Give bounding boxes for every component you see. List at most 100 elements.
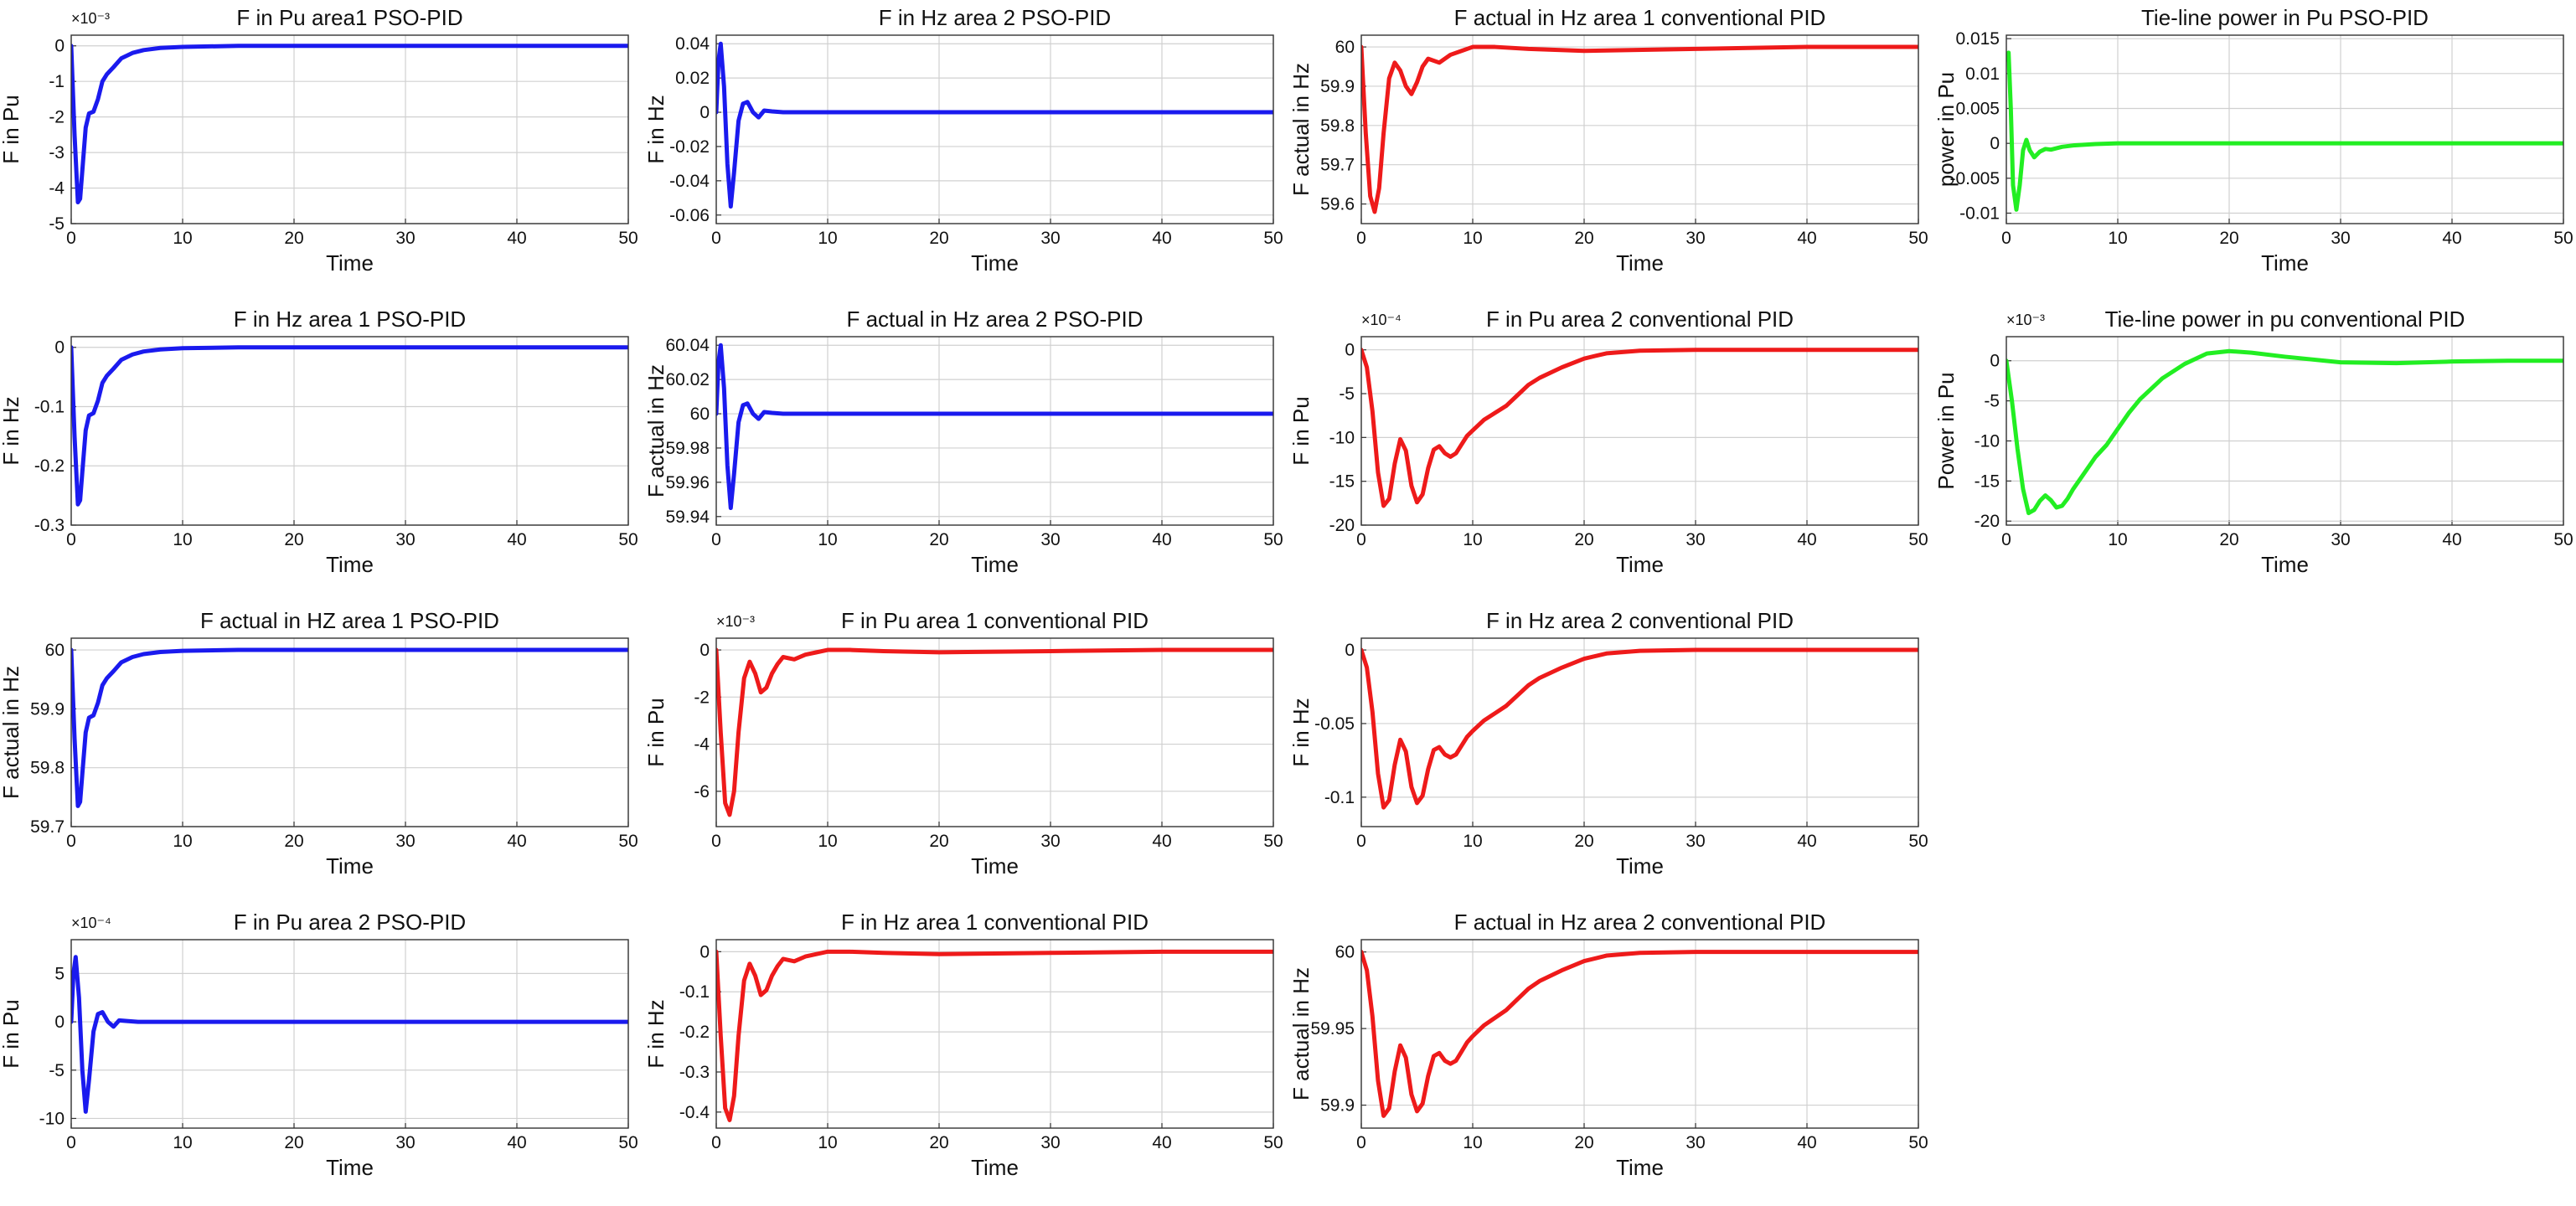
plot-area	[716, 940, 1273, 1128]
y-axis-label: F in Pu	[643, 698, 669, 766]
series-line	[1361, 647, 1918, 810]
axes-box	[1360, 34, 1919, 224]
x-tick-label: 20	[929, 229, 948, 248]
subplot-p13: 0 10 20 30 40 50 0 -5 -10 -15 -20 Tie-line power in…	[1933, 302, 2576, 603]
x-axis-label: Time	[971, 1155, 1019, 1180]
series-line	[1361, 950, 1918, 1118]
y-tick-label: 59.8	[1320, 116, 1355, 136]
x-tick-label: 40	[507, 530, 526, 549]
subplot-p31: 0 10 20 30 40 50 0 -0.1 -0.2 -0.3 -0.4 F in Hz area…	[643, 904, 1290, 1206]
y-axis-label: F actual in Hz	[1288, 967, 1314, 1100]
y-axis-label: F in Pu	[0, 95, 23, 163]
axes-box	[70, 336, 629, 526]
x-tick-label: 50	[618, 1133, 638, 1152]
x-tick-label: 30	[395, 530, 415, 549]
x-tick-label: 50	[1263, 229, 1283, 248]
y-exponent-label: ×10⁻⁴	[71, 915, 111, 931]
x-tick-label: 20	[1574, 1133, 1593, 1152]
axes-box	[1360, 939, 1919, 1129]
x-tick-label: 30	[1040, 1133, 1060, 1152]
chart-title: F actual in Hz area 1 conventional PID	[1454, 5, 1826, 30]
x-tick-label: 30	[1685, 1133, 1705, 1152]
y-tick-label: -4	[694, 735, 710, 755]
axes-box	[1360, 336, 1919, 526]
y-tick-label: 0.005	[1955, 100, 2000, 119]
subplot-p22: 0 10 20 30 40 50 0 -0.05 -0.1 F in Hz area 2 conv…	[1288, 603, 1935, 904]
series-line	[71, 955, 628, 1114]
x-axis-label: Time	[1616, 552, 1664, 577]
x-tick-label: 20	[1574, 530, 1593, 549]
chart-title: F in Pu area 2 PSO-PID	[234, 910, 466, 935]
axes-box	[1360, 637, 1919, 827]
y-tick-label: 59.9	[1320, 1096, 1355, 1116]
y-tick-label: 59.94	[665, 508, 710, 527]
y-tick-label: 0	[1345, 641, 1355, 660]
x-tick-label: 40	[1152, 229, 1171, 248]
y-tick-label: -0.05	[1314, 714, 1355, 734]
chart-title: Tie-line power in pu conventional PID	[2105, 307, 2465, 332]
y-tick-label: 59.98	[665, 439, 710, 458]
y-tick-label: 60	[1335, 38, 1355, 57]
y-axis-label: F actual in Hz	[1288, 63, 1314, 196]
x-tick-label: 0	[66, 530, 76, 549]
x-tick-label: 10	[818, 229, 837, 248]
chart-svg: 0 10 20 30 40 50 0 -5 -10 -15 -20 F in Pu area 2 co…	[1288, 307, 1928, 577]
y-tick-label: -4	[49, 179, 65, 198]
x-tick-label: 0	[2001, 530, 2011, 549]
y-tick-label: 0.02	[675, 69, 710, 88]
y-tick-label: -2	[49, 108, 65, 127]
y-tick-label: 0	[54, 338, 65, 358]
x-tick-label: 30	[1040, 530, 1060, 549]
y-tick-label: -20	[1975, 512, 2000, 531]
y-axis-label: F actual in Hz	[0, 666, 23, 799]
x-axis-label: Time	[326, 1155, 374, 1180]
x-tick-label: 10	[818, 530, 837, 549]
y-tick-label: 59.9	[1320, 77, 1355, 96]
y-tick-label: -15	[1329, 472, 1355, 492]
y-tick-label: -2	[694, 688, 710, 707]
plot-area	[1361, 638, 1918, 827]
plot-area	[2006, 35, 2563, 224]
x-tick-label: 20	[929, 530, 948, 549]
x-axis-label: Time	[1616, 853, 1664, 879]
y-tick-label: -0.4	[679, 1103, 710, 1122]
series-line	[2006, 348, 2563, 516]
subplot-p21: 0 10 20 30 40 50 0 -2 -4 -6 F in Pu area 1 convent…	[643, 603, 1290, 904]
x-tick-label: 10	[2108, 229, 2127, 248]
y-tick-label: 0	[1990, 352, 2000, 371]
y-tick-label: 60.04	[665, 336, 710, 355]
plot-area	[716, 337, 1273, 525]
y-tick-label: 60.02	[665, 370, 710, 389]
subplot-p02: 0 10 20 30 40 50 60 59.9 59.8 59.7 59.6 F actual in…	[1288, 0, 1935, 302]
x-tick-label: 20	[2219, 530, 2238, 549]
axes-box	[715, 336, 1274, 526]
chart-title: F in Pu area 1 conventional PID	[841, 608, 1149, 633]
subplot-p01: 0 10 20 30 40 50 0.04 0.02 0 -0.02 -0.04 -0.06 F in …	[643, 0, 1290, 302]
chart-title: F in Pu area 2 conventional PID	[1486, 307, 1794, 332]
x-tick-label: 50	[2553, 229, 2573, 248]
y-exponent-label: ×10⁻³	[716, 613, 755, 630]
x-tick-label: 50	[2553, 530, 2573, 549]
x-tick-label: 50	[618, 832, 638, 851]
x-axis-label: Time	[971, 552, 1019, 577]
x-tick-label: 20	[2219, 229, 2238, 248]
y-tick-label: 59.7	[30, 817, 65, 837]
y-tick-label: 60	[1335, 943, 1355, 962]
axes-box	[70, 34, 629, 224]
axes-box	[2006, 34, 2564, 224]
y-tick-label: -10	[39, 1109, 65, 1128]
x-tick-label: 0	[711, 530, 721, 549]
x-tick-label: 0	[66, 832, 76, 851]
x-tick-label: 50	[1908, 229, 1928, 248]
x-tick-label: 30	[1040, 229, 1060, 248]
y-tick-label: 0.04	[675, 34, 710, 54]
series-line	[71, 44, 628, 205]
chart-title: F in Hz area 2 PSO-PID	[879, 5, 1111, 30]
y-tick-label: -0.2	[34, 456, 65, 476]
x-tick-label: 10	[818, 1133, 837, 1152]
x-tick-label: 30	[395, 1133, 415, 1152]
y-tick-label: -0.1	[1324, 788, 1355, 807]
series-line	[716, 647, 1273, 817]
series-line	[716, 949, 1273, 1122]
plot-area	[71, 940, 628, 1128]
